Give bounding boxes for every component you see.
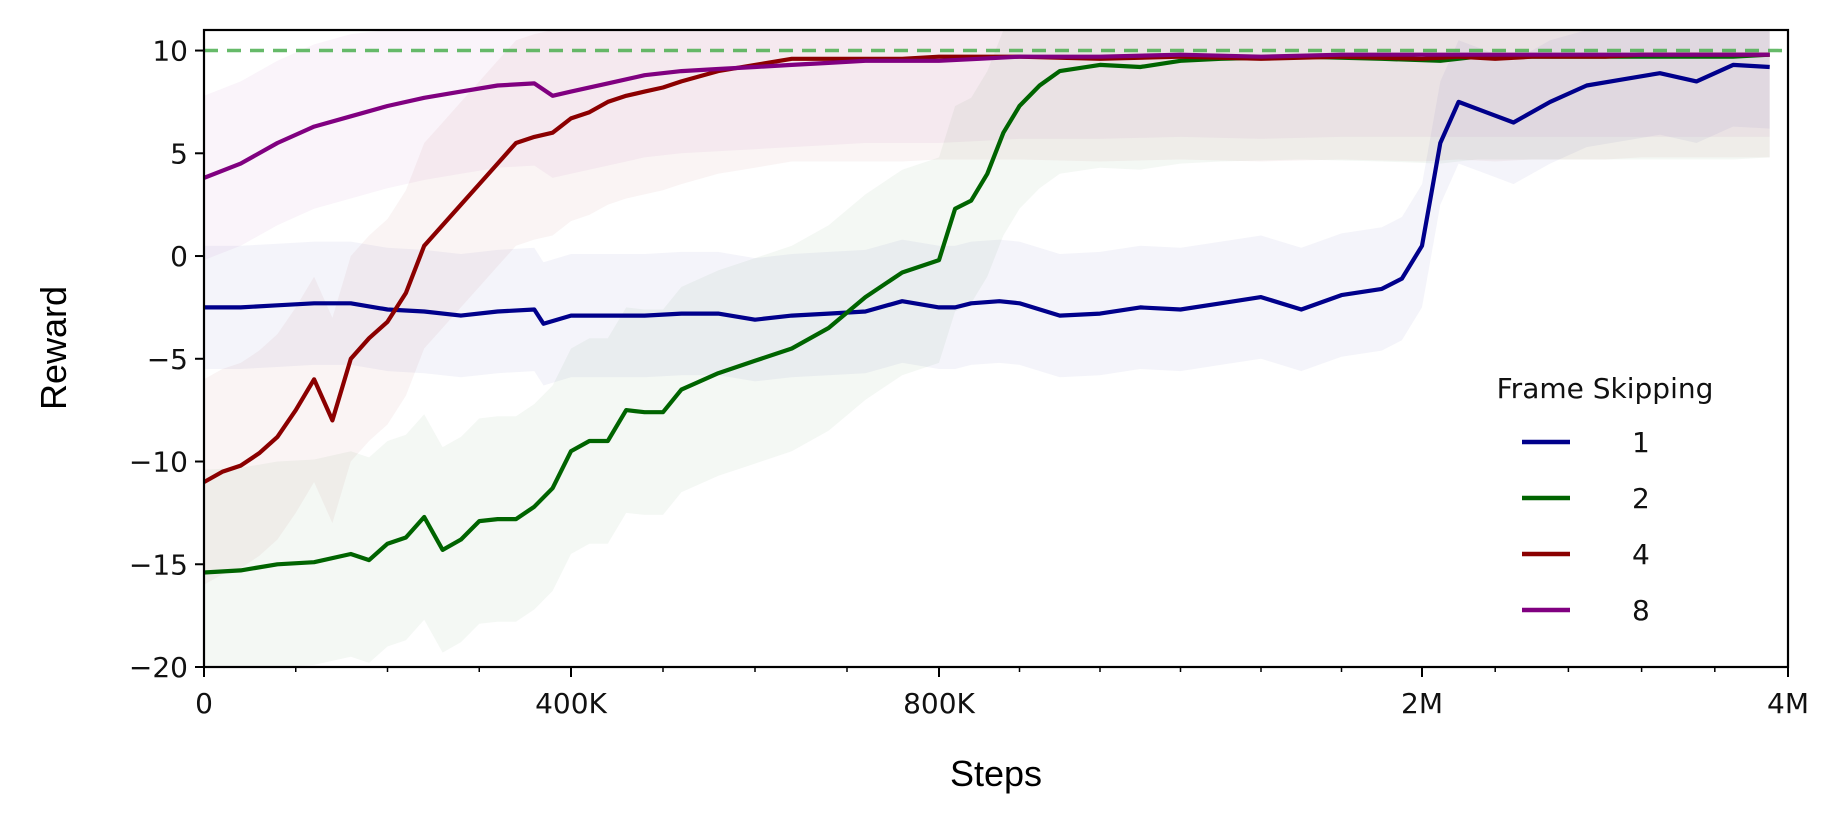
legend-label-4: 4 xyxy=(1632,538,1650,571)
y-tick-label: −5 xyxy=(147,343,188,376)
series-1-band xyxy=(204,30,1770,386)
x-tick-label: 0 xyxy=(195,687,213,720)
y-tick-label: 0 xyxy=(170,240,188,273)
series-4-band xyxy=(204,30,1770,585)
series-8-line xyxy=(204,52,1770,180)
series-4-line xyxy=(204,52,1770,484)
y-tick-label: 5 xyxy=(170,137,188,170)
y-tick-label: −20 xyxy=(129,651,188,684)
y-axis: 10 5 0 −5 −10 −15 −20 xyxy=(129,35,204,684)
y-axis-label: Reward xyxy=(33,286,74,410)
x-tick-label: 400K xyxy=(535,687,607,720)
x-tick-label: 4M xyxy=(1767,687,1809,720)
y-tick-label: −15 xyxy=(129,548,188,581)
legend-label-2: 2 xyxy=(1632,482,1650,515)
legend-title: Frame Skipping xyxy=(1497,372,1714,405)
x-axis-label: Steps xyxy=(950,753,1042,794)
x-tick-label: 800K xyxy=(903,687,975,720)
legend: Frame Skipping 1 2 4 8 xyxy=(1497,372,1714,627)
series-2-band xyxy=(204,30,1770,667)
legend-label-8: 8 xyxy=(1632,594,1650,627)
series-lines xyxy=(204,52,1770,575)
legend-label-1: 1 xyxy=(1632,426,1650,459)
x-tick-label: 2M xyxy=(1401,687,1443,720)
plot-frame xyxy=(202,28,1790,669)
plot-area xyxy=(204,30,1788,667)
x-axis: 0 400K 800K 2M 4M xyxy=(195,667,1809,720)
y-tick-label: 10 xyxy=(152,35,188,68)
y-tick-label: −10 xyxy=(129,446,188,479)
